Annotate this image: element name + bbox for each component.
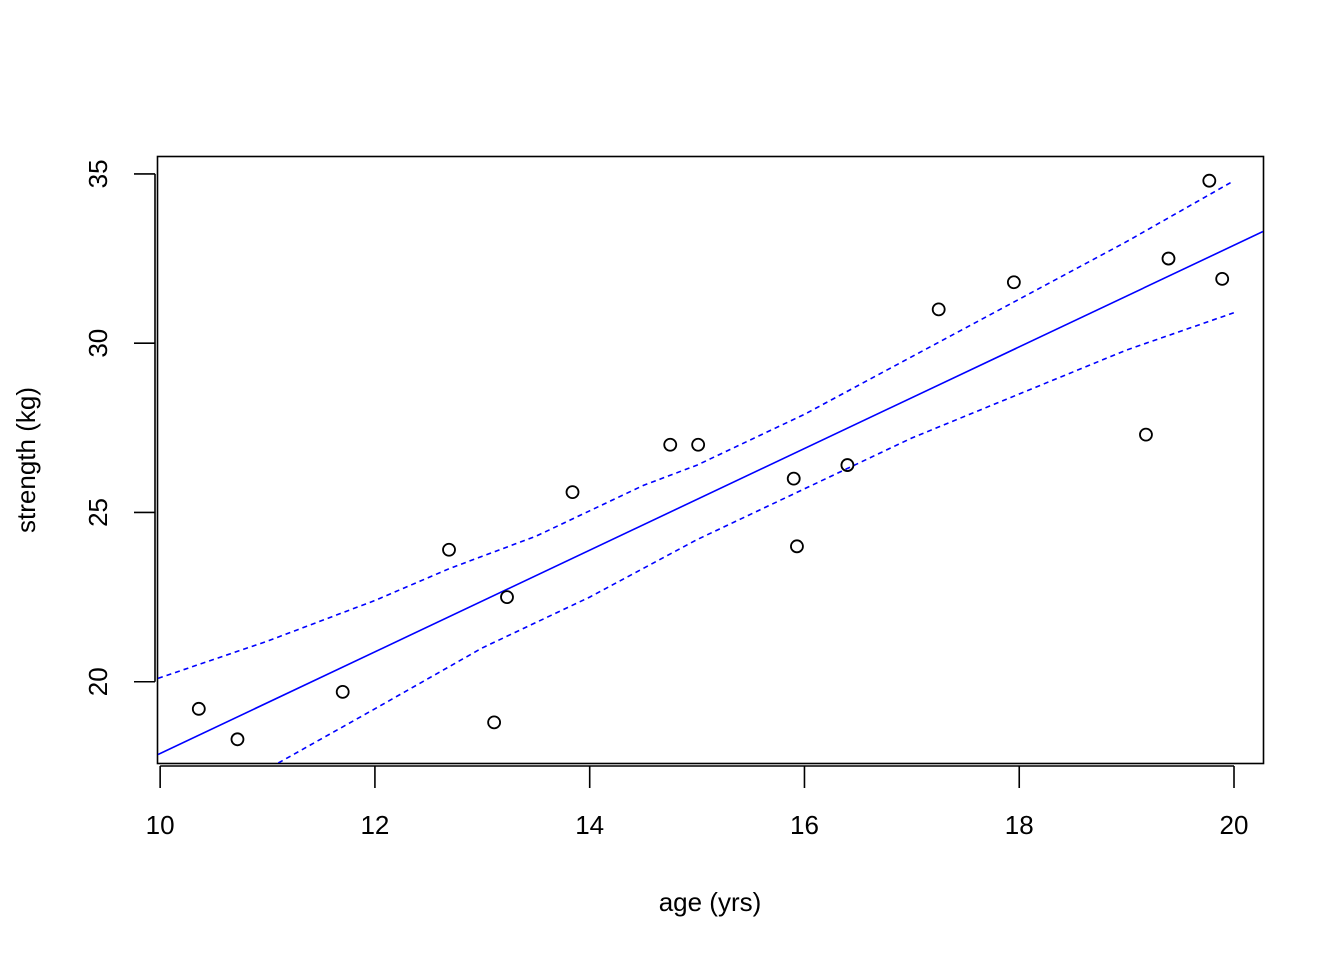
data-point (1215, 271, 1230, 286)
data-point (487, 715, 502, 730)
data-point (1202, 173, 1217, 188)
upper-confidence-band (158, 180, 1235, 680)
x-axis-title: age (yrs) (659, 887, 762, 917)
fit-line (158, 230, 1263, 756)
data-point (565, 485, 580, 500)
plot-area (158, 173, 1263, 763)
y-tick-label: 20 (83, 667, 113, 696)
x-axis: 10 12 14 16 18 20 (146, 765, 1249, 840)
data-point (1139, 427, 1153, 442)
y-tick-label: 25 (83, 498, 113, 527)
y-tick-label: 30 (83, 329, 113, 358)
data-point (335, 685, 350, 699)
lower-confidence-band (277, 311, 1235, 763)
data-point (790, 539, 804, 554)
data-point (230, 732, 245, 747)
y-axis-title: strength (kg) (11, 387, 41, 533)
plot-frame (156, 155, 1265, 765)
data-point (1161, 251, 1176, 266)
data-point (442, 542, 456, 557)
data-point (663, 437, 678, 452)
x-tick-label: 12 (360, 810, 389, 840)
data-point (1006, 275, 1021, 290)
plot-series (158, 173, 1263, 763)
x-tick-label: 18 (1005, 810, 1034, 840)
data-point (691, 437, 706, 452)
x-tick-label: 10 (146, 810, 175, 840)
data-point (840, 458, 855, 472)
x-tick-label: 16 (790, 810, 819, 840)
y-tick-label: 35 (83, 159, 113, 188)
x-tick-label: 20 (1220, 810, 1249, 840)
data-point (786, 471, 801, 486)
y-axis: 20 25 30 35 (83, 159, 156, 696)
x-tick-label: 14 (575, 810, 604, 840)
data-point (931, 302, 946, 317)
data-point (500, 590, 514, 605)
data-point (191, 701, 206, 716)
